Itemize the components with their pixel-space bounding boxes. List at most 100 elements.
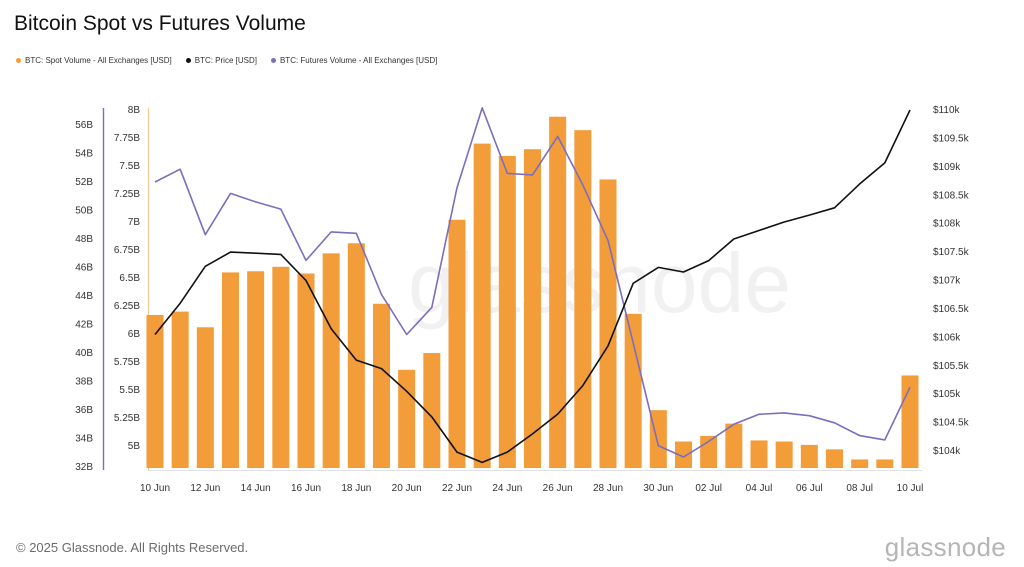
x-tick-label: 20 Jun [392, 483, 422, 494]
spot-volume-bar [649, 410, 667, 468]
spot-volume-bar [196, 327, 214, 468]
left-inner-tick-label: 5.75B [114, 357, 140, 368]
spot-volume-bar [347, 243, 365, 468]
right-tick-label: $104.5k [933, 418, 970, 429]
watermark-text: glassnode [408, 236, 791, 330]
legend-swatch-price [185, 58, 191, 63]
x-tick-label: 22 Jun [442, 483, 472, 494]
x-tick-label: 30 Jun [643, 483, 673, 494]
legend-item-price[interactable]: BTC: Price [USD] [185, 56, 257, 65]
left-outer-tick-label: 38B [75, 377, 93, 388]
x-tick-label: 10 Jun [140, 483, 170, 494]
left-inner-tick-label: 7.25B [114, 189, 140, 200]
left-inner-tick-label: 6.5B [119, 273, 140, 284]
left-inner-tick-label: 5.5B [119, 385, 140, 396]
spot-volume-bar [373, 303, 390, 468]
spot-volume-bar [423, 353, 441, 468]
copyright-footer: © 2025 Glassnode. All Rights Reserved. [16, 540, 249, 555]
right-tick-label: $105k [933, 389, 961, 400]
legend-item-spot-volume[interactable]: BTC: Spot Volume - All Exchanges [USD] [16, 56, 172, 65]
left-outer-tick-label: 54B [75, 149, 93, 160]
x-tick-label: 08 Jul [846, 483, 873, 494]
futures-volume-line [154, 107, 911, 458]
spot-volume-bar [574, 130, 592, 468]
right-tick-label: $109.5k [933, 133, 970, 144]
left-inner-tick-label: 7.5B [119, 161, 140, 172]
x-tick-label: 02 Jul [695, 483, 722, 494]
left-inner-tick-label: 5.25B [114, 413, 140, 424]
right-tick-label: $107k [933, 276, 961, 287]
x-tick-label: 28 Jun [593, 483, 623, 494]
right-tick-label: $108.5k [933, 190, 970, 201]
chart-title: Bitcoin Spot vs Futures Volume [14, 12, 306, 35]
legend-swatch-spot-volume [16, 58, 21, 63]
series-lines [154, 107, 911, 464]
left-outer-tick-label: 52B [75, 177, 93, 188]
left-inner-tick-label: 6.75B [114, 245, 140, 256]
spot-volume-bar [272, 266, 290, 468]
left-outer-tick-label: 46B [75, 263, 93, 274]
legend-swatch-futures-volume [270, 58, 276, 63]
left-inner-tick-label: 7.75B [114, 133, 140, 144]
left-outer-tick-label: 34B [75, 434, 93, 445]
left-outer-tick-label: 40B [75, 348, 93, 359]
right-tick-label: $108k [933, 219, 961, 230]
left-outer-tick-label: 56B [75, 120, 93, 131]
spot-volume-bar [297, 273, 315, 468]
spot-volume-bar [448, 219, 466, 468]
right-tick-label: $106k [933, 332, 961, 343]
glassnode-logo: glassnode [884, 532, 1006, 562]
right-tick-label: $110k [933, 105, 961, 116]
spot-volume-bar [222, 272, 239, 468]
spot-volume-bar [599, 179, 617, 468]
price-line [154, 109, 911, 464]
spot-volume-bar [398, 369, 416, 468]
left-outer-tick-label: 48B [75, 234, 93, 245]
left-outer-tick-label: 50B [75, 206, 93, 217]
legend-item-futures-volume[interactable]: BTC: Futures Volume - All Exchanges [USD… [270, 56, 438, 65]
x-tick-label: 10 Jul [897, 483, 924, 494]
left-inner-tick-label: 6B [128, 329, 141, 340]
spot-volume-bar [247, 271, 265, 468]
spot-volume-bar [876, 459, 894, 468]
spot-volume-bar [826, 449, 843, 468]
spot-volume-bar [473, 143, 491, 468]
x-tick-label: 18 Jun [341, 483, 371, 494]
left-inner-tick-label: 8B [128, 105, 141, 116]
legend-label-price: BTC: Price [USD] [194, 56, 257, 65]
left-inner-tick-label: 5B [128, 441, 141, 452]
left-inner-tick-label: 7B [128, 217, 141, 228]
left-inner-tick-label: 6.25B [114, 301, 140, 312]
spot-volume-bar [524, 149, 541, 468]
spot-volume-bar [171, 311, 189, 468]
spot-volume-bars [146, 116, 919, 469]
right-tick-label: $105.5k [933, 361, 970, 372]
spot-volume-bar [901, 375, 919, 468]
spot-volume-bar [146, 314, 164, 468]
left-outer-tick-label: 42B [75, 320, 93, 331]
spot-volume-bar [725, 423, 743, 468]
right-tick-label: $109k [933, 162, 961, 173]
legend: BTC: Spot Volume - All Exchanges [USD] B… [16, 56, 437, 65]
x-tick-label: 14 Jun [241, 483, 271, 494]
spot-volume-bar [775, 441, 793, 468]
x-tick-label: 26 Jun [543, 483, 573, 494]
spot-volume-bar [498, 155, 516, 469]
right-tick-label: $107.5k [933, 247, 970, 258]
x-tick-label: 12 Jun [190, 483, 220, 494]
right-tick-label: $106.5k [933, 304, 970, 315]
spot-volume-bar [675, 441, 692, 468]
x-tick-label: 24 Jun [492, 483, 522, 494]
x-tick-label: 16 Jun [291, 483, 321, 494]
spot-volume-bar [750, 440, 768, 468]
x-tick-label: 06 Jul [796, 483, 823, 494]
spot-volume-bar [624, 313, 642, 468]
x-tick-label: 04 Jul [746, 483, 773, 494]
axis-ticks: 56B 54B 52B 50B 48B 46B 44B 42B 40B 38B 36B 34B 32B 8… [75, 105, 969, 494]
spot-volume-bar [851, 459, 869, 468]
right-tick-label: $104k [933, 446, 961, 457]
spot-volume-bar [800, 444, 818, 468]
spot-volume-bar [549, 116, 567, 468]
legend-label-futures-volume: BTC: Futures Volume - All Exchanges [USD… [279, 56, 438, 65]
spot-volume-bar [322, 253, 340, 468]
